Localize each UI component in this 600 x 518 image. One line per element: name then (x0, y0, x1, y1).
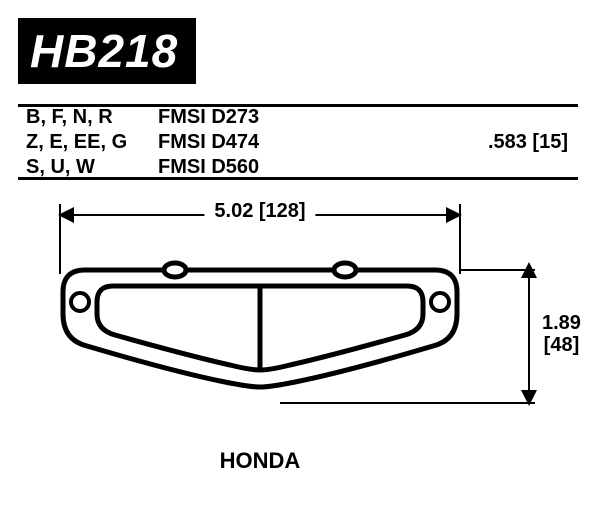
compound-codes: B, F, N, R Z, E, EE, G S, U, W (18, 105, 158, 180)
dimension-line (528, 264, 530, 404)
fmsi-codes: FMSI D273 FMSI D474 FMSI D560 (158, 105, 358, 180)
compound-line: S, U, W (26, 155, 158, 180)
height-mm: [48] (542, 334, 581, 356)
part-number-badge: HB218 (18, 18, 196, 84)
pad-hole (71, 293, 89, 311)
diagram-area: 5.02 [128] 1.89 [48] HONDA (0, 192, 600, 488)
brake-pad-outline (45, 252, 475, 422)
height-inches: 1.89 (542, 312, 581, 334)
compound-line: Z, E, EE, G (26, 130, 158, 155)
pad-notch (164, 263, 186, 277)
spec-block: B, F, N, R Z, E, EE, G S, U, W FMSI D273… (18, 104, 578, 180)
width-dimension: 5.02 [128] (60, 200, 460, 230)
fmsi-line: FMSI D273 (158, 105, 358, 130)
fmsi-line: FMSI D474 (158, 130, 358, 155)
height-value: 1.89 [48] (542, 312, 581, 356)
thickness-value: .583 [15] (358, 130, 578, 155)
brand-label: HONDA (0, 448, 520, 474)
extension-line (280, 402, 535, 404)
width-value: 5.02 [128] (204, 200, 315, 223)
arrow-down-icon (521, 390, 537, 406)
pad-notch (334, 263, 356, 277)
arrow-up-icon (521, 262, 537, 278)
fmsi-line: FMSI D560 (158, 155, 358, 180)
compound-line: B, F, N, R (26, 105, 158, 130)
pad-hole (431, 293, 449, 311)
height-dimension: 1.89 [48] (518, 264, 568, 404)
